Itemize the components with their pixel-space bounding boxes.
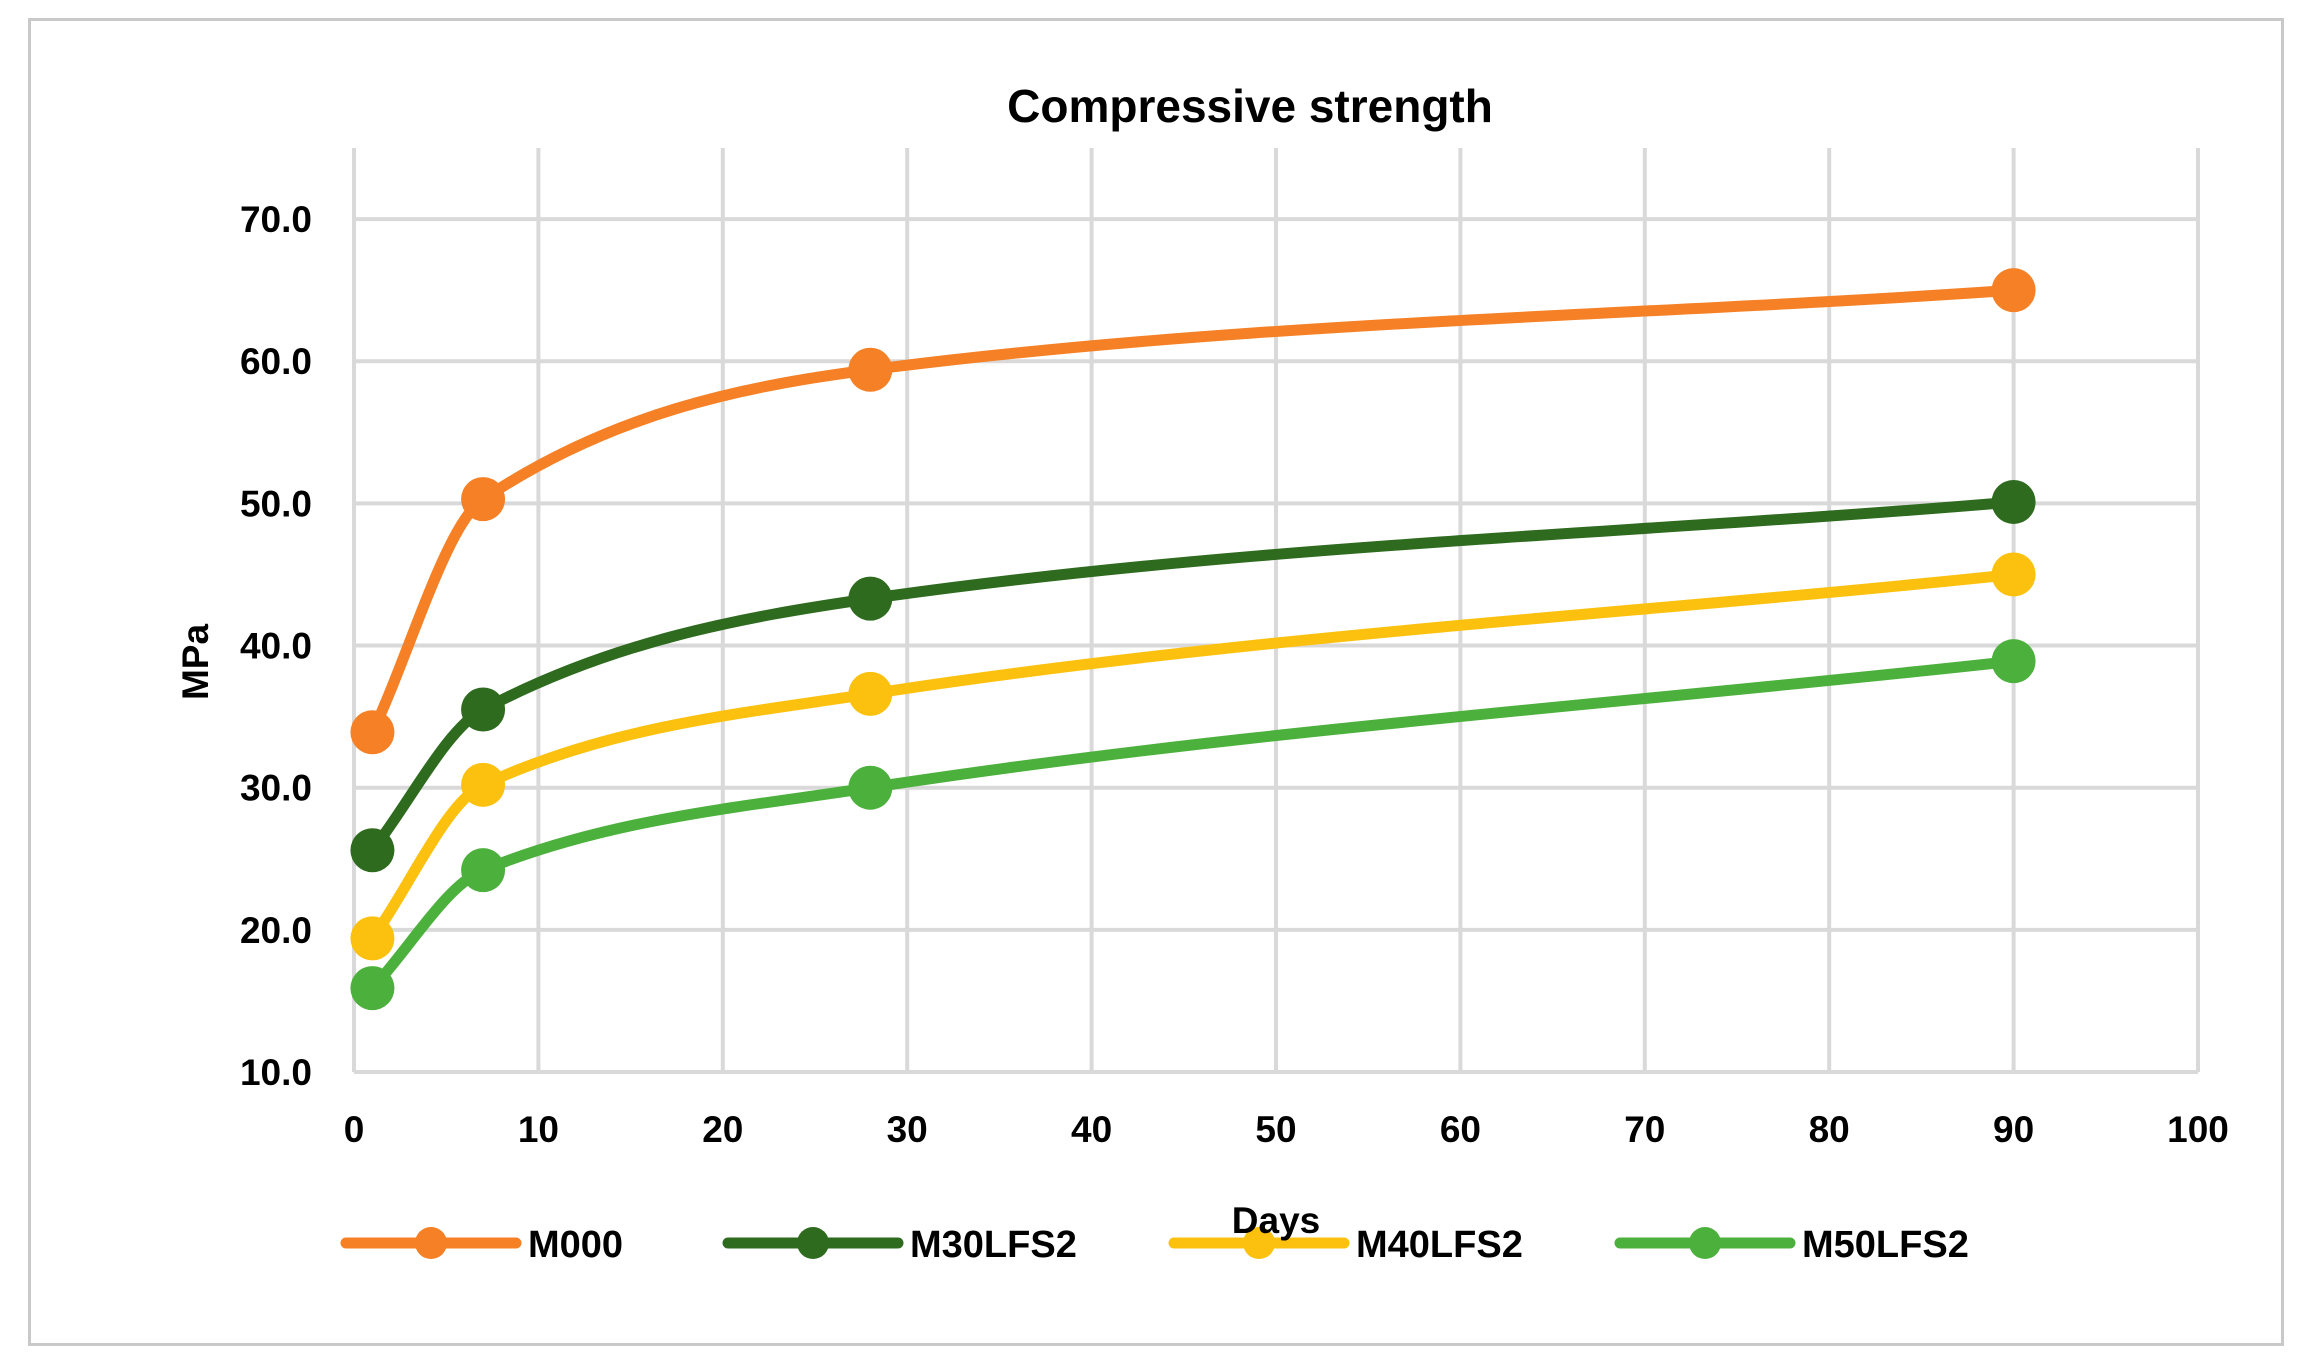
data-point-m50lfs2 xyxy=(1991,639,2036,684)
series-line-m30lfs2 xyxy=(366,496,2020,856)
data-point-m50lfs2 xyxy=(350,966,395,1011)
y-tick-label: 30.0 xyxy=(240,768,312,809)
y-tick-label: 60.0 xyxy=(240,341,312,382)
data-point-m40lfs2 xyxy=(461,762,506,807)
x-tick-label: 50 xyxy=(1255,1109,1296,1150)
y-tick-label: 50.0 xyxy=(240,483,312,524)
x-tick-label: 90 xyxy=(1993,1109,2034,1150)
data-point-m000 xyxy=(1991,268,2036,313)
data-point-m50lfs2 xyxy=(461,848,506,893)
y-tick-label: 40.0 xyxy=(240,626,312,667)
x-tick-label: 60 xyxy=(1440,1109,1481,1150)
x-tick-label: 0 xyxy=(344,1109,365,1150)
data-point-m000 xyxy=(848,347,893,392)
data-point-m30lfs2 xyxy=(848,576,893,621)
legend-item-m30lfs2: M30LFS2 xyxy=(722,1224,1077,1266)
legend: M000 M30LFS2 M40LFS2 M50LFS2 xyxy=(340,1224,1969,1266)
y-tick-label: 10.0 xyxy=(240,1052,312,1093)
legend-marker-m000 xyxy=(415,1227,447,1259)
data-point-m000 xyxy=(350,710,395,755)
legend-marker-m30lfs2 xyxy=(797,1227,829,1259)
series-m40lfs2 xyxy=(350,552,2036,961)
grid-lines xyxy=(354,148,2200,1072)
legend-label-m50lfs2: M50LFS2 xyxy=(1802,1224,1969,1266)
x-tick-label: 40 xyxy=(1071,1109,1112,1150)
legend-label-m30lfs2: M30LFS2 xyxy=(910,1224,1077,1266)
data-point-m000 xyxy=(461,477,506,522)
x-tick-label: 30 xyxy=(887,1109,928,1150)
y-tick-label: 20.0 xyxy=(240,910,312,951)
legend-label-m000: M000 xyxy=(528,1224,623,1266)
data-point-m30lfs2 xyxy=(350,828,395,873)
y-tick-label: 70.0 xyxy=(240,199,312,240)
data-point-m30lfs2 xyxy=(1991,479,2036,524)
series-m30lfs2 xyxy=(350,479,2036,873)
legend-label-m40lfs2: M40LFS2 xyxy=(1356,1224,1523,1266)
data-point-m40lfs2 xyxy=(1991,552,2036,597)
data-point-m30lfs2 xyxy=(461,687,506,732)
x-tick-label: 10 xyxy=(518,1109,559,1150)
x-tick-label: 100 xyxy=(2167,1109,2229,1150)
x-tick-label: 70 xyxy=(1624,1109,1665,1150)
series-line-m000 xyxy=(366,284,2020,738)
x-axis-ticks: 0 10 20 30 40 50 60 70 80 90 100 xyxy=(344,1109,2229,1150)
series-line-m50lfs2 xyxy=(366,655,2020,994)
legend-item-m000: M000 xyxy=(340,1224,623,1266)
legend-item-m40lfs2: M40LFS2 xyxy=(1168,1224,1523,1266)
x-tick-label: 80 xyxy=(1809,1109,1850,1150)
series-m50lfs2 xyxy=(350,639,2036,1011)
legend-marker-m40lfs2 xyxy=(1243,1227,1275,1259)
data-point-m40lfs2 xyxy=(350,916,395,961)
x-tick-label: 20 xyxy=(702,1109,743,1150)
series-m000 xyxy=(350,268,2036,755)
y-axis-title: MPa xyxy=(175,624,216,701)
series-line-m40lfs2 xyxy=(366,568,2020,944)
legend-marker-m50lfs2 xyxy=(1689,1227,1721,1259)
chart-title: Compressive strength xyxy=(1007,80,1493,132)
data-point-m50lfs2 xyxy=(848,765,893,810)
axes xyxy=(352,148,2198,1074)
data-point-m40lfs2 xyxy=(848,671,893,716)
x-axis-title: Days xyxy=(1232,1200,1320,1241)
legend-item-m50lfs2: M50LFS2 xyxy=(1614,1224,1969,1266)
chart-frame xyxy=(28,18,2284,1346)
y-axis-ticks: 10.0 20.0 30.0 40.0 50.0 60.0 70.0 xyxy=(240,199,312,1093)
series-layer xyxy=(350,268,2036,1011)
